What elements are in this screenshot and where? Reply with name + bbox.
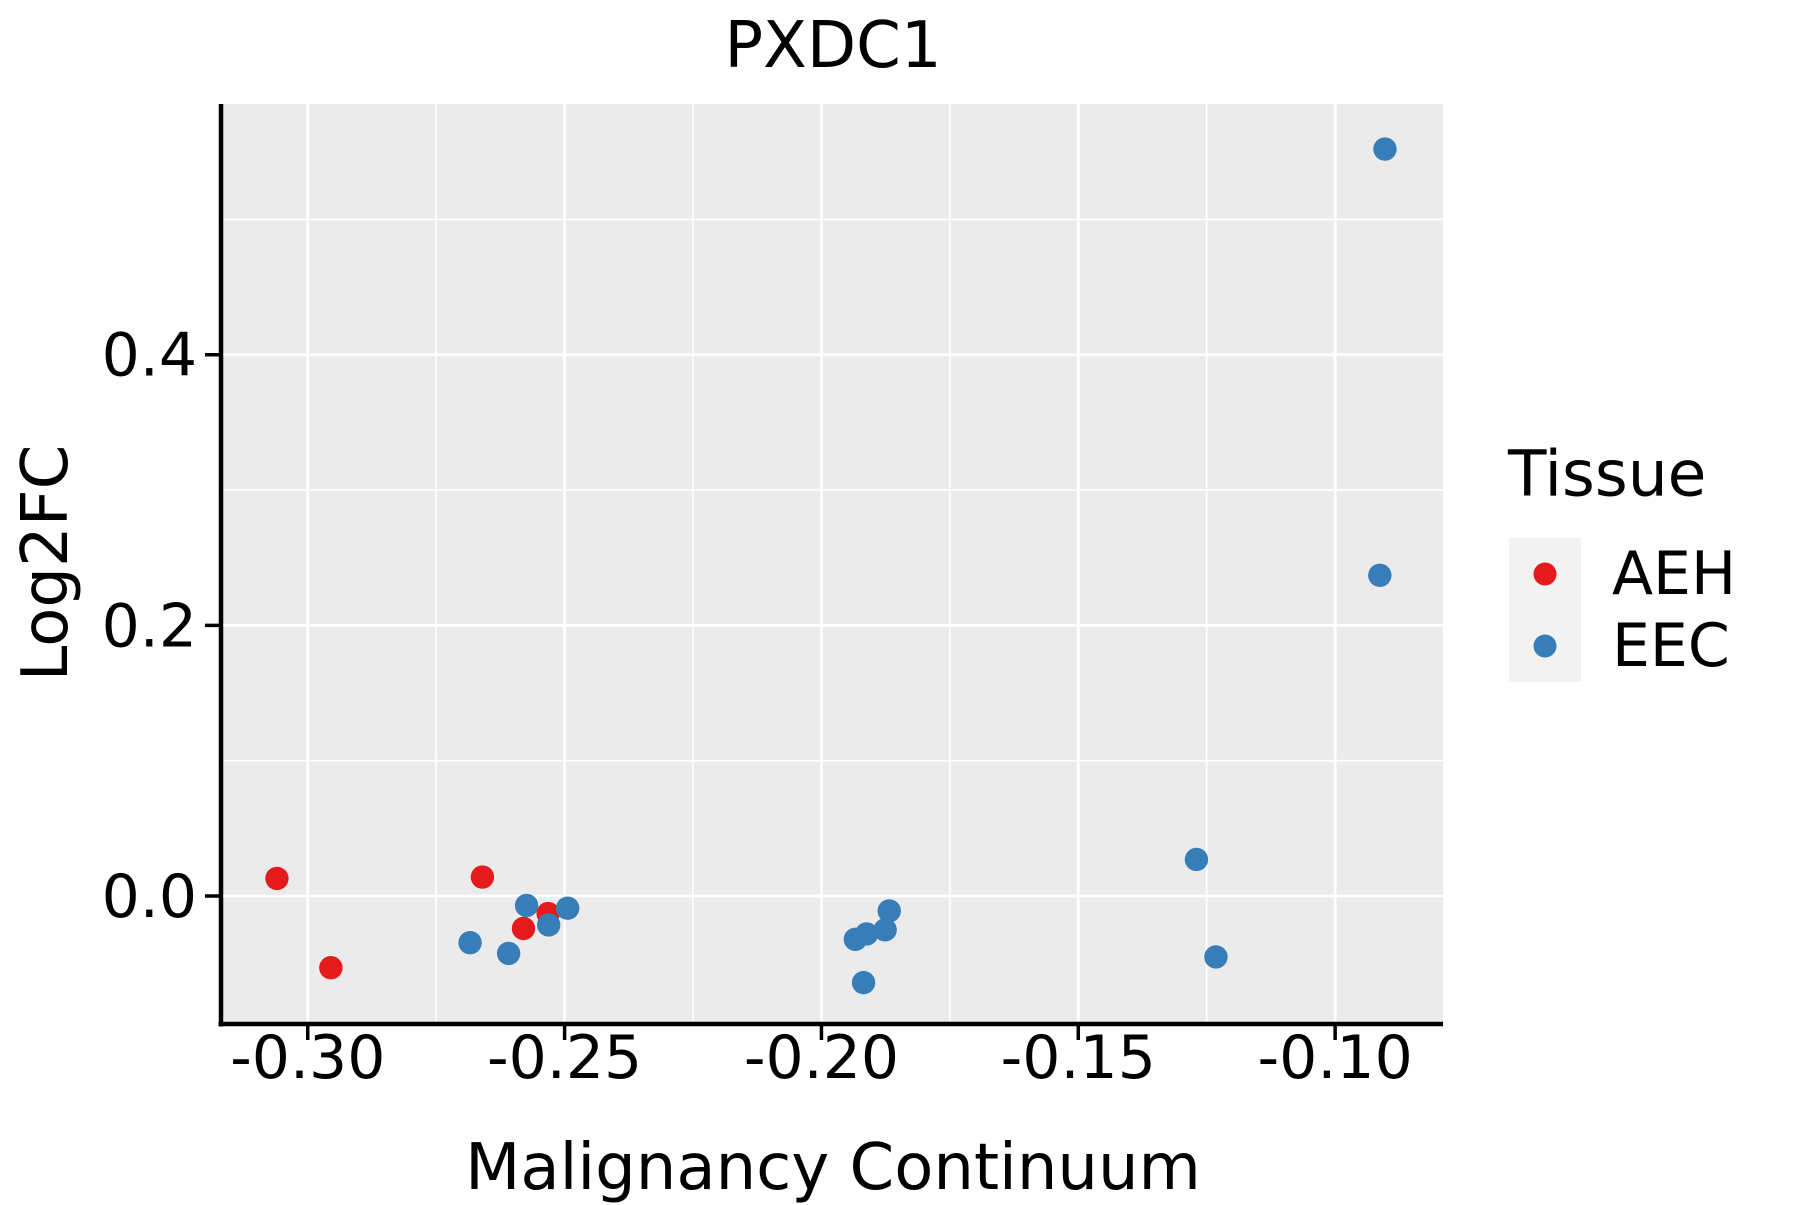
data-point-aeh <box>470 865 495 889</box>
y-axis-title: Log2FC <box>9 444 83 682</box>
aeh-point-icon <box>1533 562 1557 586</box>
y-tick-label: 0.0 <box>102 862 197 932</box>
legend-title: Tissue <box>1508 437 1707 511</box>
x-axis-title: Malignancy Continuum <box>465 1131 1201 1205</box>
data-point-aeh <box>265 866 289 891</box>
y-tick-label: 0.2 <box>102 591 197 661</box>
data-point-eec <box>458 931 482 955</box>
plot-title: PXDC1 <box>724 9 942 83</box>
x-tick-label: -0.10 <box>1258 1023 1413 1093</box>
data-point-eec <box>1373 137 1397 161</box>
data-point-eec <box>877 899 901 923</box>
eec-point-icon <box>1533 634 1557 658</box>
legend-label-eec: EEC <box>1612 611 1730 681</box>
legend-key-aeh <box>1509 538 1581 610</box>
legend-key-eec <box>1509 610 1581 682</box>
data-point-eec <box>1368 563 1392 588</box>
y-tick-label: 0.4 <box>102 321 197 391</box>
data-point-eec <box>854 922 879 946</box>
data-point-eec <box>1204 945 1228 969</box>
data-point-aeh <box>511 916 536 941</box>
data-point-eec <box>496 941 521 966</box>
data-point-eec <box>555 896 580 920</box>
data-point-eec <box>873 918 897 942</box>
x-tick-label: -0.15 <box>1001 1023 1156 1093</box>
legend-label-aeh: AEH <box>1612 539 1737 609</box>
data-point-aeh <box>319 956 343 980</box>
data-point-eec <box>536 913 561 937</box>
data-point-eec <box>514 893 539 918</box>
x-tick-label: -0.25 <box>487 1023 642 1093</box>
x-tick-label: -0.20 <box>744 1023 899 1093</box>
x-tick-label: -0.30 <box>230 1023 385 1093</box>
data-point-eec <box>1184 847 1209 872</box>
data-point-eec <box>851 970 876 995</box>
plot-panel <box>223 104 1443 1022</box>
